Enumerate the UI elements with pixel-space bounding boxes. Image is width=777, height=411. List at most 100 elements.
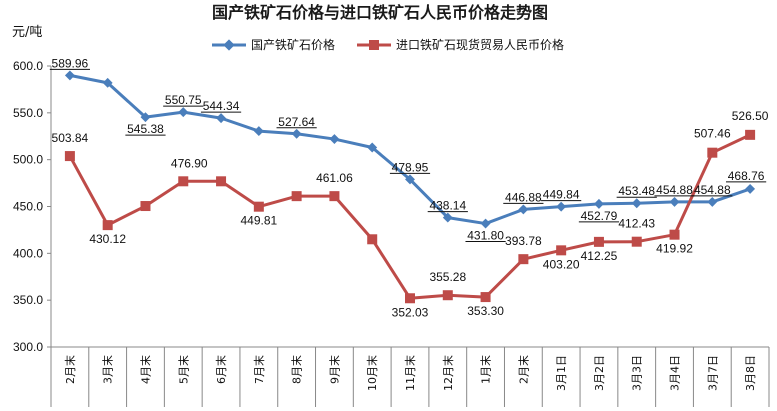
series-0-point <box>556 201 567 212</box>
series-1-point <box>102 220 113 231</box>
y-tick-label: 550.0 <box>13 106 43 120</box>
series-1-data-label: 355.28 <box>429 270 466 284</box>
series-1-point <box>291 191 302 202</box>
x-tick-label: 3月末 <box>101 355 115 384</box>
series-1-point <box>480 292 491 303</box>
series-0-data-label: 527.64 <box>278 115 315 129</box>
series-0-data-label: 545.38 <box>127 122 164 136</box>
y-tick-label: 400.0 <box>13 246 43 260</box>
series-0-data-label: 431.80 <box>467 229 504 243</box>
series-1-data-label: 412.25 <box>581 249 618 263</box>
series-1-data-label: 353.30 <box>467 304 504 318</box>
series-0-point <box>480 218 491 229</box>
series-0-point <box>631 198 642 209</box>
x-tick-label: 3月3日 <box>631 355 644 391</box>
series-1-data-label: 507.46 <box>694 127 731 141</box>
y-tick-label: 450.0 <box>13 200 43 214</box>
series-1-point <box>178 176 189 187</box>
series-1-data-label: 526.50 <box>732 109 769 123</box>
series-0-point <box>140 112 151 123</box>
series-0-point <box>216 113 227 124</box>
x-tick-label: 6月末 <box>214 355 228 384</box>
x-tick-label: 4月末 <box>138 355 152 384</box>
series-1-data-label: 412.43 <box>618 217 655 231</box>
series-1-point <box>707 147 718 158</box>
series-1-point <box>518 254 529 265</box>
series-1-point <box>442 290 453 301</box>
x-tick-label: 3月7日 <box>706 355 719 391</box>
series-1-point <box>556 245 567 256</box>
x-tick-label: 3月1日 <box>555 355 568 391</box>
series-0-point <box>329 134 340 145</box>
x-tick-label: 3月4日 <box>669 355 682 391</box>
series-0-data-label: 449.84 <box>543 188 580 202</box>
series-0-point <box>291 128 302 139</box>
series-1-point <box>669 229 680 240</box>
series-1-data-label: 352.03 <box>392 305 429 319</box>
x-tick-label: 9月末 <box>327 355 341 384</box>
series-0-point <box>178 107 189 118</box>
series-1-data-label: 430.12 <box>89 232 126 246</box>
x-tick-label: 10月末 <box>365 355 379 391</box>
series-0-data-label: 454.88 <box>656 183 693 197</box>
series-0-data-label: 468.76 <box>728 169 765 183</box>
legend: 国产铁矿石价格 进口铁矿石现货贸易人民币价格 <box>212 37 564 52</box>
series-0-point <box>253 126 264 137</box>
series-0-point <box>745 183 756 194</box>
x-tick-label: 3月2日 <box>593 355 606 391</box>
series-0-data-label: 453.48 <box>618 184 655 198</box>
series-0-data-label: 478.95 <box>392 160 429 174</box>
series-0-point <box>518 204 529 215</box>
x-tick-label: 3月8日 <box>744 355 757 391</box>
series-0-point <box>102 77 113 88</box>
series-1-data-label: 393.78 <box>505 234 542 248</box>
series-1-data-label: 449.81 <box>240 214 277 228</box>
x-tick-label: 8月末 <box>290 355 304 384</box>
series-1-data-label: 403.20 <box>543 257 580 271</box>
series-0-data-label: 446.88 <box>505 190 542 204</box>
y-tick-label: 300.0 <box>13 340 43 354</box>
series-0-point <box>669 196 680 207</box>
series-1-point <box>745 129 756 140</box>
series-1-point <box>367 234 378 245</box>
series-0-point <box>64 70 75 81</box>
x-tick-label: 2月末 <box>63 355 77 384</box>
series-1-data-label: 476.90 <box>171 156 208 170</box>
series-0-point <box>405 174 415 185</box>
series-1-data-label: 419.92 <box>656 242 693 256</box>
series-0-data-label: 454.88 <box>694 183 731 197</box>
legend-marker-square-1 <box>369 40 379 50</box>
series-1-point <box>253 201 264 212</box>
y-tick-label: 600.0 <box>13 59 43 73</box>
series-0-data-label: 452.79 <box>581 209 618 223</box>
series-1-point <box>216 176 227 187</box>
series-0-data-label: 438.14 <box>429 199 466 213</box>
legend-label-1: 进口铁矿石现货贸易人民币价格 <box>396 37 564 52</box>
series-1-point <box>405 293 415 304</box>
series-1-point <box>64 151 75 162</box>
series-1-point <box>631 236 642 247</box>
y-axis-unit: 元/吨 <box>12 25 42 40</box>
x-tick-label: 11月末 <box>403 355 417 391</box>
series-1-point <box>140 201 151 212</box>
series-0-data-label: 589.96 <box>52 56 89 70</box>
legend-marker-diamond-0 <box>223 39 235 51</box>
x-tick-label: 2月末 <box>516 355 530 384</box>
legend-label-0: 国产铁矿石价格 <box>251 37 335 52</box>
x-tick-label: 12月末 <box>441 355 455 391</box>
series-0-point <box>442 212 453 223</box>
series-0-point <box>707 196 718 207</box>
series-0-data-label: 550.75 <box>165 93 202 107</box>
y-tick-label: 500.0 <box>13 153 43 167</box>
series-0-point <box>367 142 378 153</box>
chart-title: 国产铁矿石价格与进口铁矿石人民币价格走势图 <box>212 3 548 22</box>
series-0-data-label: 544.34 <box>203 99 240 113</box>
y-tick-label: 350.0 <box>13 293 43 307</box>
x-tick-label: 5月末 <box>176 355 190 384</box>
x-tick-label: 1月末 <box>479 355 493 384</box>
series-1-point <box>329 191 340 202</box>
series-1-point <box>593 236 604 247</box>
x-tick-label: 7月末 <box>252 355 266 384</box>
series-1-data-label: 461.06 <box>316 171 353 185</box>
